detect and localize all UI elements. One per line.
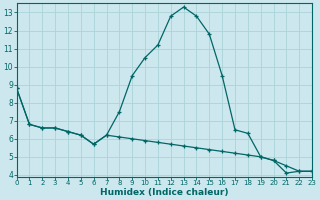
X-axis label: Humidex (Indice chaleur): Humidex (Indice chaleur): [100, 188, 228, 197]
